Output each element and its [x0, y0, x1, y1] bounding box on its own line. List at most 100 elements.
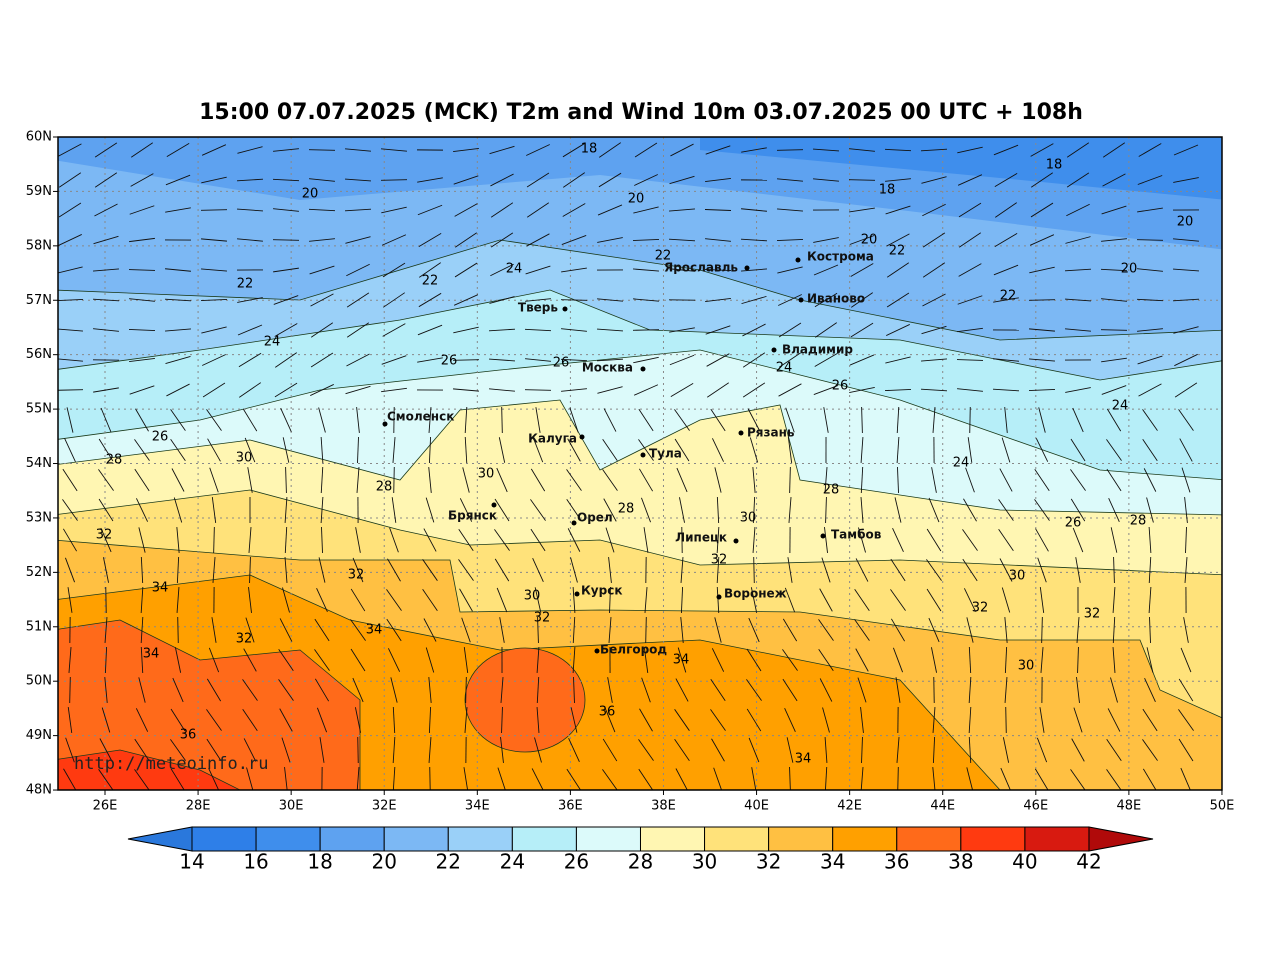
lat-label: 58N — [26, 238, 52, 253]
city-label: Калуга — [528, 432, 577, 446]
lon-label: 26E — [93, 799, 118, 814]
contour-label: 32 — [972, 601, 989, 616]
city-dot — [563, 307, 568, 312]
lon-label: 38E — [651, 799, 676, 814]
lat-label: 50N — [26, 674, 52, 689]
contour-label: 28 — [106, 453, 123, 468]
contour-label: 20 — [861, 233, 878, 248]
city-label: Тамбов — [831, 528, 882, 542]
city-label: Владимир — [782, 343, 853, 357]
contour-label: 28 — [1130, 514, 1147, 529]
contour-label: 20 — [1177, 215, 1194, 230]
city-label: Воронеж — [724, 587, 787, 601]
colorbar-bin — [1025, 827, 1089, 851]
lat-label: 51N — [26, 619, 52, 634]
wind-barb — [561, 300, 587, 301]
contour-label: 24 — [776, 361, 793, 376]
contour-label: 24 — [953, 456, 970, 471]
wind-barb — [381, 180, 407, 181]
contour-label: 24 — [1112, 399, 1129, 414]
city-label: Ярославль — [664, 261, 738, 275]
contour-label: 28 — [618, 502, 635, 517]
city-label: Орел — [577, 511, 613, 525]
city-dot — [717, 595, 722, 600]
contour-label: 22 — [422, 274, 439, 289]
lat-label: 56N — [26, 347, 52, 362]
city-dot — [799, 298, 804, 303]
contour-label: 32 — [711, 553, 728, 568]
city-dot — [821, 534, 826, 539]
colorbar-bin — [769, 827, 833, 851]
contour-label: 22 — [237, 277, 254, 292]
colorbar-bin — [384, 827, 448, 851]
colorbar-label: 40 — [1012, 850, 1037, 874]
map-title: 15:00 07.07.2025 (MCK) T2m and Wind 10m … — [199, 100, 1083, 125]
city-label: Рязань — [747, 426, 795, 440]
lon-label: 50E — [1210, 799, 1235, 814]
contour-label: 34 — [795, 752, 812, 767]
city-label: Липецк — [675, 531, 727, 545]
contour-label: 22 — [889, 244, 906, 259]
contour-label: 32 — [534, 611, 551, 626]
contour-label: 28 — [376, 480, 393, 495]
lat-label: 49N — [26, 728, 52, 743]
contour-label: 30 — [236, 451, 253, 466]
contour-label: 26 — [152, 430, 169, 445]
city-dot — [734, 539, 739, 544]
contour-label: 30 — [478, 467, 495, 482]
wind-barb — [1006, 707, 1007, 733]
lon-label: 32E — [372, 799, 397, 814]
colorbar-bin — [961, 827, 1025, 851]
colorbar-bin — [576, 827, 640, 851]
colorbar-bin — [320, 827, 384, 851]
contour-label: 28 — [823, 483, 840, 498]
colorbar-label: 14 — [179, 850, 204, 874]
colorbar-bin — [897, 827, 961, 851]
colorbar-label: 28 — [628, 850, 653, 874]
watermark: http://meteoinfo.ru — [74, 754, 268, 774]
lat-label: 60N — [26, 130, 52, 145]
wind-barb — [777, 150, 803, 151]
lon-label: 40E — [744, 799, 769, 814]
wind-barb — [70, 677, 71, 703]
contour-label: 26 — [441, 354, 458, 369]
contour-label: 32 — [236, 632, 253, 647]
city-dot — [745, 266, 750, 271]
colorbar-label: 38 — [948, 850, 973, 874]
city-dot — [492, 503, 497, 508]
colorbar-label: 36 — [884, 850, 909, 874]
contour-label: 30 — [740, 511, 757, 526]
colorbar-bin — [833, 827, 897, 851]
wind-barb — [970, 407, 971, 433]
contour-label: 20 — [302, 187, 319, 202]
wind-barb — [849, 180, 875, 181]
colorbar-end — [1089, 827, 1153, 851]
colorbar-label: 34 — [820, 850, 845, 874]
temp-band — [465, 648, 585, 752]
city-dot — [572, 521, 577, 526]
lon-label: 42E — [837, 799, 862, 814]
contour-label: 34 — [152, 581, 169, 596]
wind-barb — [754, 557, 755, 583]
colorbar-bin — [448, 827, 512, 851]
city-dot — [575, 592, 580, 597]
lat-label: 54N — [26, 456, 52, 471]
wind-barb — [57, 390, 83, 391]
contour-label: 18 — [581, 142, 598, 157]
colorbar-label: 16 — [243, 850, 268, 874]
contour-label: 26 — [1065, 516, 1082, 531]
wind-barb — [178, 617, 179, 643]
city-label: Смоленск — [387, 410, 454, 424]
lat-label: 48N — [26, 783, 52, 798]
contour-label: 20 — [628, 192, 645, 207]
contour-label: 24 — [264, 335, 281, 350]
contour-label: 32 — [1084, 607, 1101, 622]
contour-label: 20 — [1121, 262, 1138, 277]
contour-label: 36 — [599, 705, 616, 720]
city-dot — [772, 348, 777, 353]
colorbar-label: 24 — [500, 850, 525, 874]
lon-label: 36E — [558, 799, 583, 814]
wind-barb — [1137, 240, 1163, 241]
